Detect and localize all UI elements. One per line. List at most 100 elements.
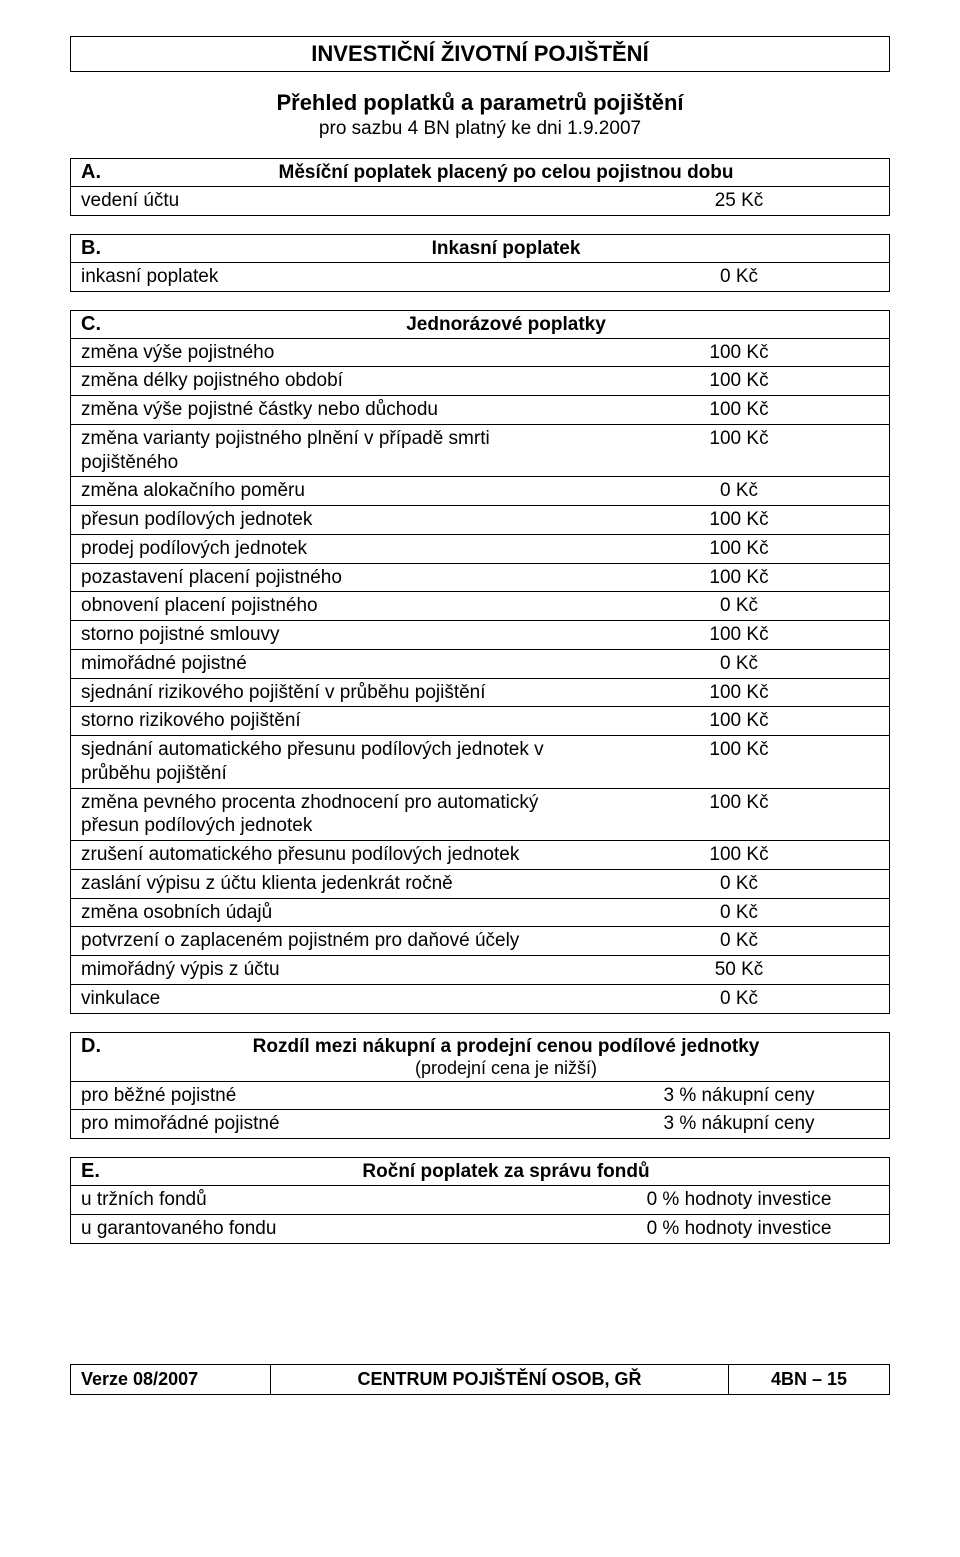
section-title: Inkasní poplatek	[129, 238, 883, 260]
row-value: 100 Kč	[589, 564, 889, 592]
row-label: storno rizikového pojištění	[71, 707, 589, 735]
row-label: přesun podílových jednotek	[71, 506, 589, 534]
table-row: změna alokačního poměru0 Kč	[70, 477, 890, 506]
table-row: změna osobních údajů0 Kč	[70, 899, 890, 928]
table-row: pro běžné pojistné 3 % nákupní ceny	[70, 1082, 890, 1111]
row-value: 3 % nákupní ceny	[589, 1110, 889, 1138]
row-value: 100 Kč	[589, 707, 889, 735]
row-label: změna výše pojistné částky nebo důchodu	[71, 396, 589, 424]
row-label: změna délky pojistného období	[71, 367, 589, 395]
row-label: pro mimořádné pojistné	[71, 1110, 589, 1138]
section-letter: B.	[81, 237, 129, 260]
section-title: Roční poplatek za správu fondů	[129, 1161, 883, 1183]
row-label: obnovení placení pojistného	[71, 592, 589, 620]
row-label: změna pevného procenta zhodnocení pro au…	[71, 789, 589, 841]
row-label: změna osobních údajů	[71, 899, 589, 927]
row-label: potvrzení o zaplaceném pojistném pro daň…	[71, 927, 589, 955]
row-label: sjednání rizikového pojištění v průběhu …	[71, 679, 589, 707]
row-label: u garantovaného fondu	[71, 1215, 589, 1243]
row-value: 0 Kč	[589, 477, 889, 505]
table-row: u tržních fondů 0 % hodnoty investice	[70, 1186, 890, 1215]
row-label: prodej podílových jednotek	[71, 535, 589, 563]
row-label: storno pojistné smlouvy	[71, 621, 589, 649]
row-label: inkasní poplatek	[71, 263, 589, 291]
row-value: 0 Kč	[589, 899, 889, 927]
row-value: 0 Kč	[589, 592, 889, 620]
section-letter: E.	[81, 1160, 129, 1183]
table-row: vinkulace0 Kč	[70, 985, 890, 1014]
row-value: 100 Kč	[589, 506, 889, 534]
row-value: 100 Kč	[589, 425, 889, 477]
table-row: pro mimořádné pojistné 3 % nákupní ceny	[70, 1110, 890, 1139]
row-value: 100 Kč	[589, 789, 889, 841]
row-value: 3 % nákupní ceny	[589, 1082, 889, 1110]
section-c-header: C. Jednorázové poplatky	[70, 310, 890, 339]
table-row: změna délky pojistného období100 Kč	[70, 367, 890, 396]
table-row: mimořádné pojistné0 Kč	[70, 650, 890, 679]
section-letter: D.	[81, 1035, 129, 1058]
section-a: A. Měsíční poplatek placený po celou poj…	[70, 158, 890, 216]
row-value: 100 Kč	[589, 841, 889, 869]
table-row: zrušení automatického přesunu podílových…	[70, 841, 890, 870]
row-label: vedení účtu	[71, 187, 589, 215]
row-value: 100 Kč	[589, 621, 889, 649]
section-c-rows: změna výše pojistného100 Kčzměna délky p…	[70, 339, 890, 1014]
row-value: 100 Kč	[589, 679, 889, 707]
row-value: 100 Kč	[589, 396, 889, 424]
row-label: pozastavení placení pojistného	[71, 564, 589, 592]
section-b-header: B. Inkasní poplatek	[70, 234, 890, 263]
row-value: 100 Kč	[589, 736, 889, 788]
row-value: 50 Kč	[589, 956, 889, 984]
footer-center: CENTRUM POJIŠTĚNÍ OSOB, GŘ	[271, 1365, 729, 1394]
row-label: pro běžné pojistné	[71, 1082, 589, 1110]
main-title: INVESTIČNÍ ŽIVOTNÍ POJIŠTĚNÍ	[70, 36, 890, 72]
table-row: změna varianty pojistného plnění v přípa…	[70, 425, 890, 478]
table-row: přesun podílových jednotek100 Kč	[70, 506, 890, 535]
footer-version: Verze 08/2007	[71, 1365, 271, 1394]
row-value: 0 % hodnoty investice	[589, 1186, 889, 1214]
section-letter: C.	[81, 313, 129, 336]
sub-title: Přehled poplatků a parametrů pojištění	[70, 90, 890, 116]
table-row: sjednání automatického přesunu podílovýc…	[70, 736, 890, 789]
row-value: 0 % hodnoty investice	[589, 1215, 889, 1243]
table-row: inkasní poplatek 0 Kč	[70, 263, 890, 292]
table-row: prodej podílových jednotek100 Kč	[70, 535, 890, 564]
row-label: zrušení automatického přesunu podílových…	[71, 841, 589, 869]
row-value: 0 Kč	[589, 985, 889, 1013]
row-value: 100 Kč	[589, 339, 889, 367]
table-row: obnovení placení pojistného0 Kč	[70, 592, 890, 621]
row-value: 25 Kč	[589, 187, 889, 215]
table-row: vedení účtu 25 Kč	[70, 187, 890, 216]
row-label: sjednání automatického přesunu podílovýc…	[71, 736, 589, 788]
table-row: pozastavení placení pojistného100 Kč	[70, 564, 890, 593]
section-a-header: A. Měsíční poplatek placený po celou poj…	[70, 158, 890, 187]
section-title-stack: Rozdíl mezi nákupní a prodejní cenou pod…	[129, 1036, 883, 1079]
section-c: C. Jednorázové poplatky změna výše pojis…	[70, 310, 890, 1014]
row-label: změna varianty pojistného plnění v přípa…	[71, 425, 589, 477]
table-row: zaslání výpisu z účtu klienta jedenkrát …	[70, 870, 890, 899]
row-label: změna výše pojistného	[71, 339, 589, 367]
row-value: 0 Kč	[589, 650, 889, 678]
table-row: mimořádný výpis z účtu50 Kč	[70, 956, 890, 985]
table-row: změna výše pojistného100 Kč	[70, 339, 890, 368]
section-e-header: E. Roční poplatek za správu fondů	[70, 1157, 890, 1186]
sub-sub: pro sazbu 4 BN platný ke dni 1.9.2007	[70, 118, 890, 140]
row-value: 0 Kč	[589, 263, 889, 291]
section-d-header: D. Rozdíl mezi nákupní a prodejní cenou …	[70, 1032, 890, 1082]
section-subtitle: (prodejní cena je nižší)	[129, 1058, 883, 1079]
row-label: změna alokačního poměru	[71, 477, 589, 505]
table-row: storno rizikového pojištění100 Kč	[70, 707, 890, 736]
section-letter: A.	[81, 161, 129, 184]
section-e: E. Roční poplatek za správu fondů u tržn…	[70, 1157, 890, 1244]
section-title: Měsíční poplatek placený po celou pojist…	[129, 162, 883, 184]
row-value: 100 Kč	[589, 367, 889, 395]
section-d: D. Rozdíl mezi nákupní a prodejní cenou …	[70, 1032, 890, 1140]
row-value: 0 Kč	[589, 870, 889, 898]
section-b: B. Inkasní poplatek inkasní poplatek 0 K…	[70, 234, 890, 292]
row-label: u tržních fondů	[71, 1186, 589, 1214]
table-row: sjednání rizikového pojištění v průběhu …	[70, 679, 890, 708]
row-value: 0 Kč	[589, 927, 889, 955]
page: INVESTIČNÍ ŽIVOTNÍ POJIŠTĚNÍ Přehled pop…	[0, 0, 960, 1435]
row-label: vinkulace	[71, 985, 589, 1013]
row-label: mimořádný výpis z účtu	[71, 956, 589, 984]
